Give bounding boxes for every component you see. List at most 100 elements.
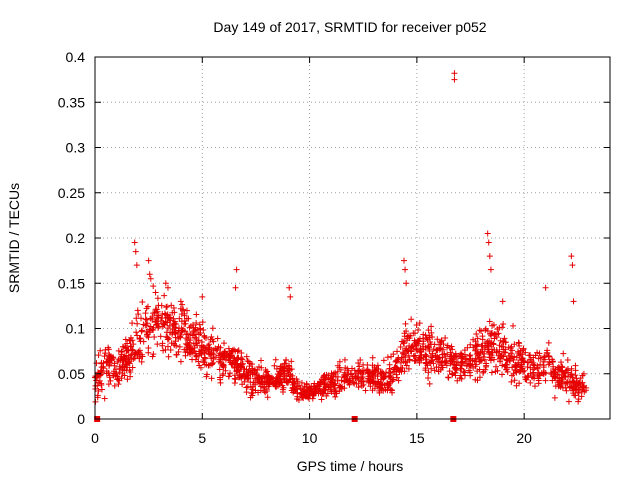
- y-axis-label: SRMTID / TECUs: [6, 183, 22, 293]
- data-point: [401, 330, 408, 337]
- data-point: [303, 381, 310, 388]
- data-point: [160, 321, 167, 328]
- data-point: [426, 380, 433, 387]
- data-point: [499, 371, 506, 378]
- data-point: [147, 275, 154, 282]
- data-point: [548, 371, 555, 378]
- data-point: [115, 375, 122, 382]
- data-point: [226, 373, 233, 380]
- chart-title: Day 149 of 2017, SRMTID for receiver p05…: [213, 19, 486, 35]
- data-point: [170, 321, 177, 328]
- data-point: [210, 338, 217, 345]
- data-point: [467, 361, 474, 368]
- data-point: [252, 387, 259, 394]
- axis-ticks: 0 5 10 15 20 0 0.05 0.1 0.15 0.2 0.25 0.3 0.35 0.4: [58, 49, 610, 446]
- data-point: [380, 357, 387, 364]
- data-point: [470, 336, 477, 343]
- data-point: [433, 364, 440, 371]
- data-point: [479, 333, 486, 340]
- data-point: [501, 349, 508, 356]
- data-point: [208, 333, 215, 340]
- data-point: [101, 395, 108, 402]
- data-point: [258, 357, 265, 364]
- data-point: [216, 366, 223, 373]
- data-point: [275, 378, 282, 385]
- data-point: [562, 384, 569, 391]
- data-point: [153, 322, 160, 329]
- data-point: [485, 342, 492, 349]
- data-point: [387, 369, 394, 376]
- data-point: [95, 352, 102, 359]
- data-point: [466, 353, 473, 360]
- data-point: [524, 363, 531, 370]
- data-point: [513, 354, 520, 361]
- data-point: [241, 378, 248, 385]
- data-point: [478, 327, 485, 334]
- data-point: [472, 363, 479, 370]
- data-point: [328, 388, 335, 395]
- data-point: [481, 350, 488, 357]
- data-point: [172, 325, 179, 332]
- x-tick-label: 15: [409, 430, 425, 446]
- data-point: [511, 341, 518, 348]
- data-point: [563, 387, 570, 394]
- data-point: [371, 369, 378, 376]
- data-point: [164, 334, 171, 341]
- data-point: [202, 334, 209, 341]
- data-point: [542, 284, 549, 291]
- data-point: [569, 262, 576, 269]
- data-point: [393, 371, 400, 378]
- data-point: [401, 351, 408, 358]
- data-point: [434, 347, 441, 354]
- data-point: [415, 356, 422, 363]
- data-point: [499, 362, 506, 369]
- data-point: [341, 356, 348, 363]
- data-point: [162, 280, 169, 287]
- data-point: [101, 353, 108, 360]
- data-point: [183, 307, 190, 314]
- data-point: [467, 341, 474, 348]
- data-point: [476, 354, 483, 361]
- data-point: [504, 357, 511, 364]
- data-point: [187, 345, 194, 352]
- data-point: [293, 395, 300, 402]
- data-point: [516, 340, 523, 347]
- data-point: [147, 315, 154, 322]
- data-point: [472, 355, 479, 362]
- data-point: [550, 363, 557, 370]
- data-point: [478, 342, 485, 349]
- data-point: [558, 359, 565, 366]
- data-point: [493, 349, 500, 356]
- data-point: [431, 367, 438, 374]
- data-point: [160, 347, 167, 354]
- data-point: [217, 379, 224, 386]
- data-point: [244, 383, 251, 390]
- data-point: [482, 327, 489, 334]
- data-point: [413, 321, 420, 328]
- data-point: [203, 371, 210, 378]
- data-point: [177, 305, 184, 312]
- data-point: [196, 362, 203, 369]
- data-point: [117, 355, 124, 362]
- data-point: [572, 392, 579, 399]
- data-point: [233, 266, 240, 273]
- data-point: [134, 320, 141, 327]
- data-point: [393, 357, 400, 364]
- data-point: [165, 335, 172, 342]
- data-point: [420, 354, 427, 361]
- data-point: [216, 374, 223, 381]
- data-point: [169, 309, 176, 316]
- data-point: [451, 70, 458, 77]
- data-point: [187, 337, 194, 344]
- data-point: [513, 369, 520, 376]
- data-point: [560, 371, 567, 378]
- data-point: [398, 338, 405, 345]
- data-point: [564, 380, 571, 387]
- data-point: [132, 248, 139, 255]
- data-point: [517, 368, 524, 375]
- data-point: [494, 367, 501, 374]
- data-point: [102, 350, 109, 357]
- data-point: [189, 349, 196, 356]
- data-point: [579, 384, 586, 391]
- data-point: [425, 375, 432, 382]
